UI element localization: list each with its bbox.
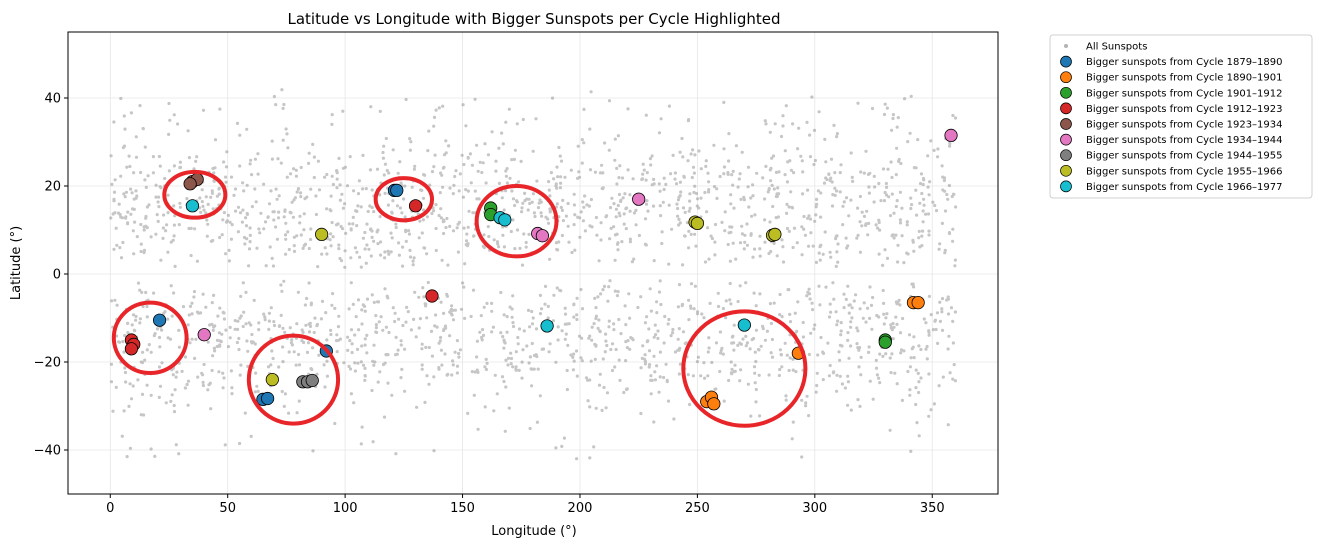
legend-box — [1049, 34, 1313, 199]
plot-frame — [67, 31, 999, 495]
legend-marker — [1064, 44, 1068, 48]
legend-label: Bigger sunspots from Cycle 1912–1923 — [1086, 104, 1283, 115]
annotation-circle — [111, 300, 189, 375]
data-point — [707, 397, 721, 411]
legend-marker — [1060, 86, 1072, 99]
data-point — [390, 183, 404, 197]
annotation-circle — [474, 184, 559, 259]
legend-label: Bigger sunspots from Cycle 1890–1901 — [1086, 73, 1283, 84]
data-point — [878, 335, 892, 349]
legend-marker — [1060, 55, 1072, 68]
series-1 — [152, 183, 404, 406]
data-point — [408, 199, 423, 213]
data-point — [498, 213, 512, 227]
data-point — [124, 342, 139, 356]
x-tick-label: 150 — [450, 501, 475, 516]
data-point — [690, 216, 704, 230]
data-point — [197, 328, 211, 342]
legend-label: Bigger sunspots from Cycle 1879–1890 — [1086, 57, 1283, 68]
y-tick-label: −40 — [34, 444, 61, 459]
data-point — [261, 391, 275, 406]
series-4 — [124, 199, 439, 356]
annotation-circle — [246, 333, 341, 426]
data-point — [911, 295, 925, 310]
legend-marker — [1060, 164, 1072, 177]
y-tick-label: 20 — [44, 180, 61, 195]
legend-label: Bigger sunspots from Cycle 1934–1944 — [1086, 135, 1283, 146]
chart-title: Latitude vs Longitude with Bigger Sunspo… — [287, 10, 780, 28]
legend-label: Bigger sunspots from Cycle 1923–1934 — [1086, 120, 1283, 131]
x-tick-label: 50 — [219, 501, 236, 516]
data-point — [425, 289, 439, 303]
data-point — [183, 177, 197, 191]
legend-label: Bigger sunspots from Cycle 1966–1977 — [1086, 182, 1283, 193]
legend-marker — [1060, 102, 1072, 115]
data-point — [768, 227, 782, 241]
y-tick-label: −20 — [34, 356, 61, 371]
series-6 — [197, 128, 958, 342]
data-point — [265, 372, 279, 387]
x-tick-label: 200 — [568, 501, 593, 516]
data-point — [305, 373, 319, 388]
data-point — [315, 227, 329, 241]
legend-label: Bigger sunspots from Cycle 1901–1912 — [1086, 88, 1283, 99]
legend: All Sunspots Bigger sunspots from Cycle 1… — [1049, 34, 1313, 199]
x-tick-label: 300 — [802, 501, 827, 516]
data-point — [737, 318, 751, 332]
series-8 — [265, 215, 782, 387]
annotation-circle — [681, 309, 808, 428]
plot-area: 0 50 100 150 200 250 300 350 −40 −20 0 20 40 — [34, 31, 999, 516]
legend-marker — [1060, 133, 1072, 146]
y-tick-label: 0 — [53, 268, 61, 283]
data-point — [540, 319, 554, 333]
data-point — [944, 128, 958, 142]
legend-marker — [1060, 118, 1072, 130]
data-point — [632, 192, 646, 206]
series-5 — [183, 172, 204, 191]
annotation-circle — [373, 176, 435, 223]
data-point — [185, 199, 200, 213]
x-axis-label: Longitude (°) — [491, 524, 576, 539]
data-point — [152, 313, 167, 327]
legend-label: Bigger sunspots from Cycle 1955–1966 — [1086, 166, 1283, 177]
x-tick-label: 350 — [920, 501, 945, 516]
annotation-circle — [162, 169, 228, 220]
legend-marker — [1060, 180, 1072, 193]
x-tick-label: 0 — [106, 501, 114, 516]
legend-label: Bigger sunspots from Cycle 1944–1955 — [1086, 151, 1283, 162]
legend-marker — [1060, 149, 1072, 162]
data-point — [535, 229, 549, 243]
y-axis-label: Latitude (°) — [9, 226, 24, 300]
legend-label: All Sunspots — [1086, 42, 1147, 53]
series-7 — [296, 373, 319, 389]
x-tick-label: 250 — [685, 501, 710, 516]
legend-marker — [1060, 71, 1072, 84]
x-tick-label: 100 — [333, 501, 358, 516]
y-tick-label: 40 — [44, 92, 61, 107]
series-9 — [185, 199, 751, 333]
